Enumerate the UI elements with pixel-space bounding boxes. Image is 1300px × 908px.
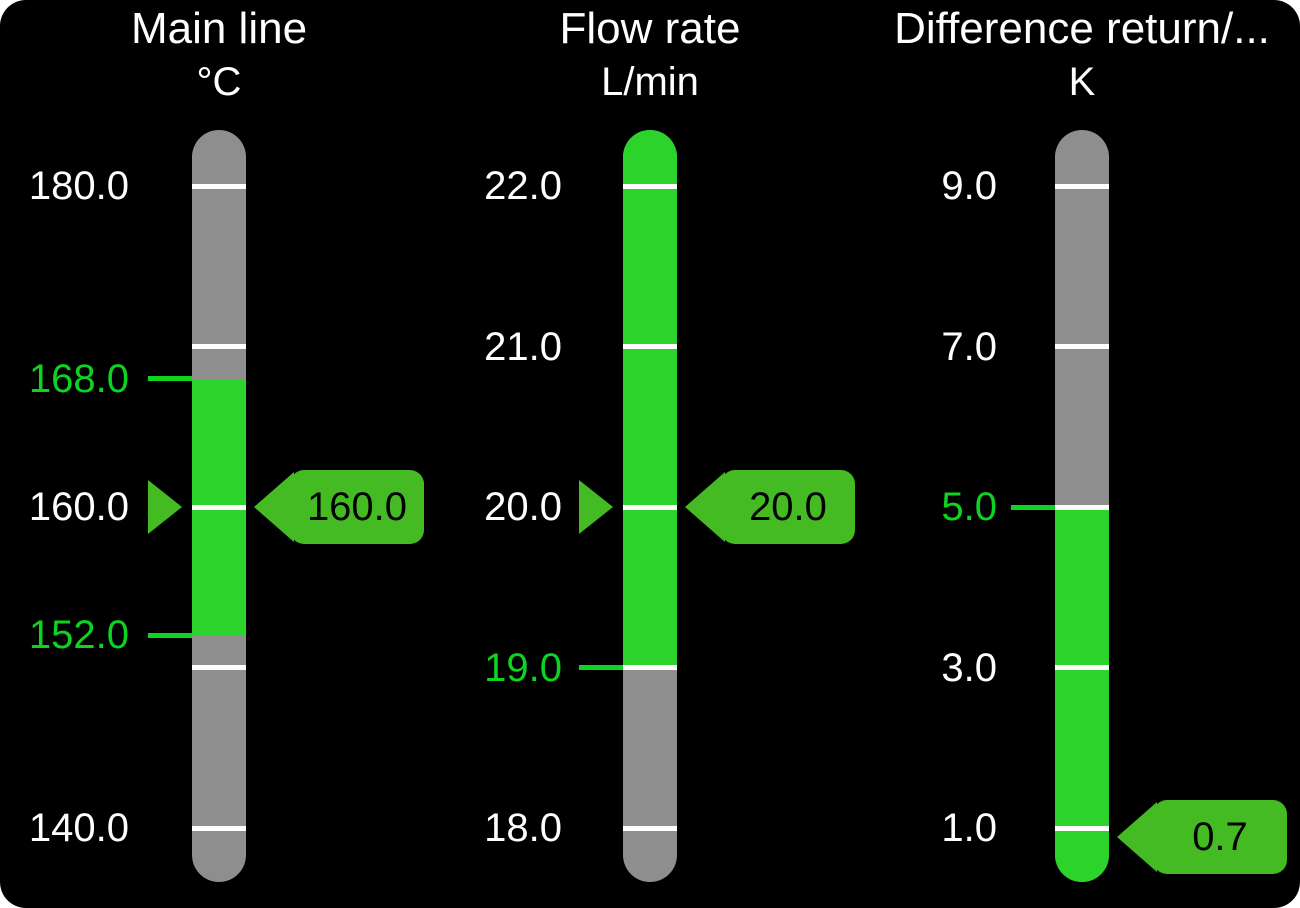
gauge-title: Flow rate: [559, 4, 741, 53]
gauge-tick-label: 152.0: [28, 613, 129, 658]
value-pointer-icon: [148, 480, 182, 534]
gauge-limit-line: [148, 376, 192, 382]
gauge-unit: K: [1068, 60, 1096, 104]
gauge-major-tick-line: [192, 665, 246, 670]
gauge-limit-line: [1011, 504, 1055, 510]
value-tag-arrow-icon: [1117, 802, 1157, 872]
gauge-major-tick-line: [623, 504, 677, 510]
value-tag: 0.7: [1117, 800, 1287, 874]
gauge-tick-label: 22.0: [484, 164, 562, 208]
value-tag: 160.0: [254, 470, 424, 544]
gauge-title: Difference return/...: [894, 4, 1270, 53]
gauge-limit-line: [148, 632, 192, 638]
gauge-title: Main line: [130, 4, 308, 53]
gauge-bar-track: [192, 130, 246, 882]
gauge-tick-label: 1.0: [941, 806, 997, 850]
value-tag-arrow-icon: [254, 472, 294, 542]
gauge-tick-label: 5.0: [941, 485, 997, 529]
gauge-tick-label: 7.0: [941, 324, 997, 369]
gauge-tick-label: 160.0: [28, 485, 129, 529]
gauge-unit: L/min: [601, 60, 699, 104]
gauge-major-tick-line: [1055, 504, 1109, 510]
gauge-unit: °C: [196, 60, 242, 104]
gauge-major-tick-line: [1055, 825, 1109, 831]
gauge-major-tick-line: [192, 504, 246, 510]
gauge-major-tick-line: [1055, 344, 1109, 349]
gauge-major-tick-line: [623, 183, 677, 189]
value-tag-arrow-icon: [685, 472, 725, 542]
gauge-tick-label: 140.0: [28, 806, 129, 850]
gauge-tick-label: 9.0: [941, 164, 997, 208]
gauge-green-zone: [1055, 507, 1109, 882]
gauge-bar-track: [623, 130, 677, 882]
gauge-tick-label: 19.0: [484, 645, 562, 690]
gauge-bar-track: [1055, 130, 1109, 882]
value-tag-value: 20.0: [721, 470, 855, 544]
value-pointer-icon: [579, 480, 613, 534]
gauge-major-tick-line: [1055, 665, 1109, 670]
value-tag: 20.0: [685, 470, 855, 544]
gauge-tick-label: 20.0: [484, 485, 562, 529]
gauge-major-tick-line: [192, 825, 246, 831]
gauge-green-zone: [623, 130, 677, 668]
gauge-major-tick-line: [623, 825, 677, 831]
gauge-tick-label: 3.0: [941, 645, 997, 690]
gauge-major-tick-line: [623, 344, 677, 349]
gauge-major-tick-line: [623, 665, 677, 670]
gauge-tick-label: 21.0: [484, 324, 562, 369]
gauge-major-tick-line: [1055, 183, 1109, 189]
gauge-major-tick-line: [192, 344, 246, 349]
value-tag-value: 0.7: [1153, 800, 1287, 874]
gauge-tick-label: 180.0: [28, 164, 129, 208]
gauge-tick-label: 18.0: [484, 806, 562, 850]
value-tag-value: 160.0: [290, 470, 424, 544]
gauge-major-tick-line: [192, 183, 246, 189]
gauge-limit-line: [579, 665, 623, 670]
gauge-tick-label: 168.0: [28, 356, 129, 401]
